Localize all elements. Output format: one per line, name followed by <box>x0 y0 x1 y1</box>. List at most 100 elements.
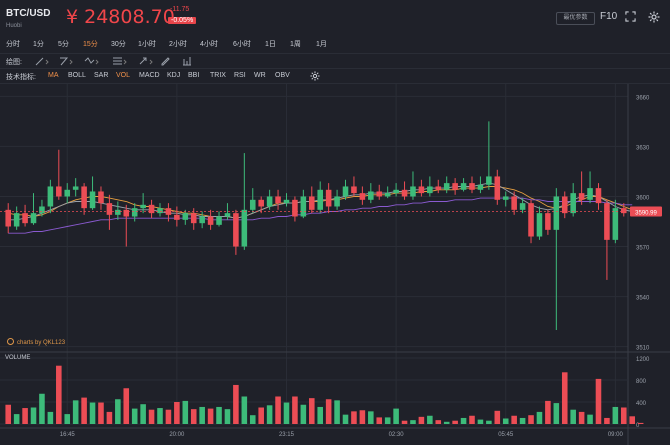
indicators-label: 技术指标: <box>6 74 36 81</box>
volume-bar <box>5 404 11 424</box>
wave-tool-icon[interactable] <box>84 56 100 66</box>
volume-bar <box>174 402 180 424</box>
candle-body <box>157 208 163 214</box>
current-price-tag <box>630 206 662 217</box>
price-tick-label: 3660 <box>636 95 650 101</box>
period-6[interactable]: 2小时 <box>169 41 187 48</box>
optimal-params-button[interactable]: 最优参数 <box>556 12 595 25</box>
candle-body <box>148 204 155 214</box>
candle-body <box>39 206 45 214</box>
candle-body <box>427 186 433 194</box>
gear-icon[interactable] <box>310 71 320 81</box>
volume-bar <box>334 400 340 424</box>
f10-button[interactable]: F10 <box>600 11 618 22</box>
period-8[interactable]: 6小时 <box>233 41 251 48</box>
period-9[interactable]: 1日 <box>265 41 276 48</box>
volume-bar <box>22 408 28 424</box>
volume-bar <box>81 397 87 424</box>
candle-body <box>621 208 627 214</box>
gear-icon[interactable] <box>648 11 660 23</box>
candle-body <box>410 186 416 197</box>
price-chart[interactable]: 3660 3630 3600 3570 3540 3510 16:45 20:00 23:15 0… <box>0 84 670 445</box>
indicator-trix[interactable]: TRIX <box>210 72 226 79</box>
period-11[interactable]: 1月 <box>316 41 327 48</box>
indicator-kdj[interactable]: KDJ <box>167 72 181 79</box>
price-tick-label: 3570 <box>636 246 650 252</box>
pen-tool-icon[interactable] <box>160 56 176 66</box>
fullscreen-icon[interactable] <box>625 11 636 22</box>
candle-body <box>190 213 197 224</box>
candle-body <box>578 193 585 200</box>
period-10[interactable]: 1周 <box>290 41 301 48</box>
volume-bar <box>140 404 146 424</box>
volume-bar <box>629 416 635 424</box>
volume-bar <box>275 396 281 424</box>
volume-bar <box>502 418 509 424</box>
volume-bar <box>300 404 307 424</box>
indicator-macd[interactable]: MACD <box>139 72 160 79</box>
candle-body <box>241 209 248 247</box>
candle-body <box>207 216 214 225</box>
fib-tool-icon[interactable] <box>112 56 128 66</box>
volume-bar <box>325 399 332 424</box>
period-2[interactable]: 5分 <box>58 41 69 48</box>
candle-body <box>5 209 11 227</box>
candle-body <box>342 186 349 197</box>
candle-body <box>595 188 602 204</box>
time-tick-label: 09:00 <box>608 432 624 438</box>
period-7[interactable]: 4小时 <box>200 41 218 48</box>
candle-body <box>249 199 256 210</box>
volume-tick-label: 1200 <box>636 357 650 363</box>
indicator-obv[interactable]: OBV <box>275 72 290 79</box>
time-tick-label: 02:30 <box>389 432 405 438</box>
channel-tool-icon[interactable] <box>58 56 74 66</box>
volume-bar <box>98 402 104 424</box>
candle-body <box>570 193 576 214</box>
period-5[interactable]: 1小时 <box>138 41 156 48</box>
candle-body <box>612 208 619 240</box>
candle-body <box>494 176 501 200</box>
period-0[interactable]: 分时 <box>6 41 20 48</box>
indicator-boll[interactable]: BOLL <box>68 72 86 79</box>
indicator-bbi[interactable]: BBI <box>188 72 200 79</box>
indicator-rsi[interactable]: RSI <box>234 72 246 79</box>
volume-bar <box>182 400 189 424</box>
candle-body <box>64 189 71 197</box>
candle-body <box>30 213 37 224</box>
candle-body <box>266 196 273 207</box>
period-1[interactable]: 1分 <box>33 41 44 48</box>
candle-body <box>443 183 450 190</box>
ma-line <box>8 197 633 234</box>
indicator-wr[interactable]: WR <box>254 72 266 79</box>
indicator-sar[interactable]: SAR <box>94 72 109 79</box>
candle-body <box>587 188 593 200</box>
time-tick-label: 05:45 <box>498 432 514 438</box>
volume-bar <box>89 402 96 424</box>
qkl123-logo-icon <box>7 338 14 345</box>
time-tick-label: 16:45 <box>60 432 76 438</box>
volume-bar <box>115 399 121 424</box>
candle-body <box>283 199 290 204</box>
volume-bar <box>393 408 399 424</box>
volume-bar <box>452 420 458 424</box>
candle-body <box>452 183 458 190</box>
candle-body <box>300 196 307 217</box>
period-3[interactable]: 15分 <box>83 41 98 48</box>
symbol-title: BTC/USD <box>6 8 51 19</box>
candle-body <box>233 213 239 247</box>
candle-body <box>216 216 222 225</box>
candle-body <box>89 191 96 209</box>
candle-body <box>292 199 298 217</box>
period-4[interactable]: 30分 <box>111 41 126 48</box>
volume-label: VOLUME <box>5 355 31 361</box>
candle-body <box>140 204 146 209</box>
indicator-ma[interactable]: MA <box>48 72 59 79</box>
measure-tool-icon[interactable] <box>182 56 198 66</box>
volume-bar <box>30 407 37 424</box>
volume-bar <box>317 406 323 424</box>
arrow-tool-icon[interactable] <box>138 56 154 66</box>
line-tool-icon[interactable] <box>34 56 50 66</box>
volume-bar <box>427 415 433 424</box>
indicator-vol[interactable]: VOL <box>116 72 131 79</box>
volume-bar <box>241 396 248 424</box>
